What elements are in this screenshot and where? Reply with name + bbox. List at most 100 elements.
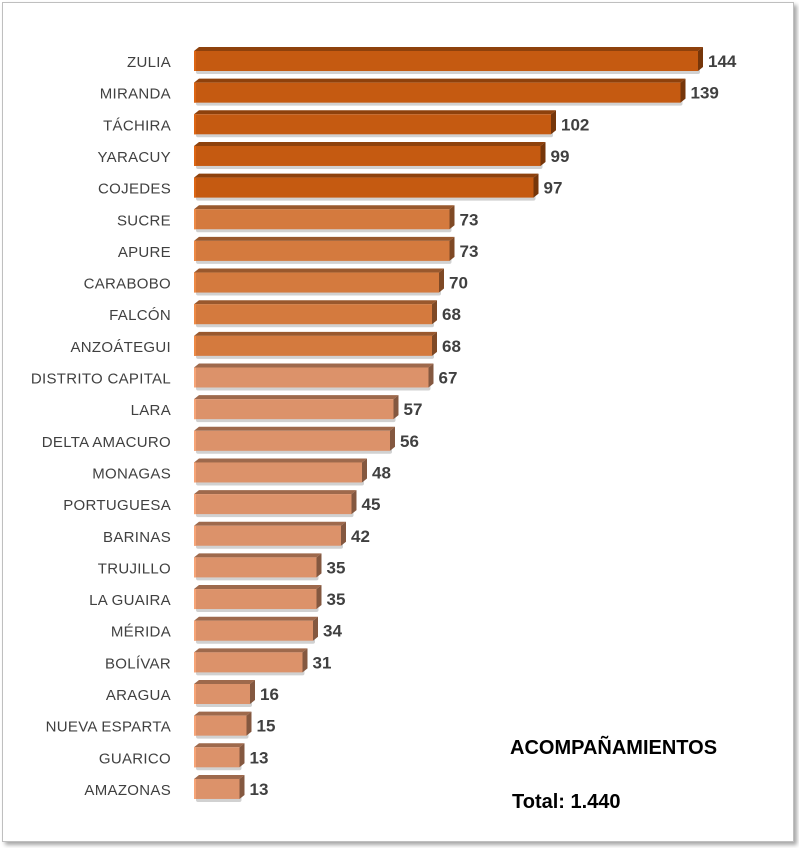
bar-bevel <box>194 620 196 641</box>
bar-end-face <box>239 774 245 799</box>
data-label: 102 <box>561 115 589 134</box>
bar-end-face <box>432 331 437 356</box>
category-label: PORTUGUESA <box>63 497 171 514</box>
category-label: BOLÍVAR <box>105 655 171 672</box>
category-label: SUCRE <box>117 212 171 229</box>
category-label: APURE <box>118 244 171 261</box>
bar-bevel <box>194 209 196 230</box>
bar-bevel <box>194 557 196 578</box>
bar-end-face <box>316 553 322 578</box>
data-label: 42 <box>351 527 370 546</box>
bar-end-face <box>362 458 367 483</box>
category-label: YARACUY <box>97 149 171 166</box>
bar <box>194 51 698 71</box>
bar <box>194 525 341 546</box>
bar <box>194 335 432 356</box>
bar-bevel <box>194 367 196 388</box>
bar <box>194 177 534 198</box>
bar-bevel <box>194 51 196 71</box>
bar-end-face <box>302 648 308 673</box>
bar <box>194 462 362 483</box>
category-label: MONAGAS <box>92 465 171 482</box>
bar-bevel <box>194 272 196 293</box>
data-label: 73 <box>460 210 479 229</box>
data-label: 35 <box>327 558 346 577</box>
bar-end-face <box>393 395 399 420</box>
bar-top-face <box>194 711 252 716</box>
bar-bevel <box>194 589 196 610</box>
bar-top-face <box>194 47 703 51</box>
bar-top-face <box>194 300 437 305</box>
bar-group <box>194 743 245 771</box>
category-label: GUARICO <box>99 750 171 767</box>
category-label: DELTA AMACURO <box>42 434 171 451</box>
bar-bevel <box>194 399 196 420</box>
bar-top-face <box>194 205 455 210</box>
category-label: DISTRITO CAPITAL <box>31 371 171 388</box>
bar-top-face <box>194 743 245 748</box>
bar-bevel <box>194 145 196 166</box>
bar-end-face <box>250 680 255 704</box>
data-label: 68 <box>442 337 461 356</box>
bar-end-face <box>351 490 357 515</box>
bar <box>194 304 432 325</box>
data-label: 73 <box>460 242 479 261</box>
category-label: NUEVA ESPARTA <box>46 719 171 736</box>
data-label: 67 <box>439 369 458 388</box>
bar-group <box>194 774 245 802</box>
bar-group <box>194 395 399 423</box>
bar-group <box>194 300 437 328</box>
bar-top-face <box>194 616 318 621</box>
bar <box>194 652 303 673</box>
bar-group <box>194 680 255 707</box>
bar-bevel <box>194 652 196 673</box>
bar-end-face <box>449 236 455 261</box>
data-label: 13 <box>250 748 269 767</box>
bar-bevel <box>194 304 196 325</box>
bar-group <box>194 110 556 138</box>
bar-bevel <box>194 747 196 768</box>
bar-group <box>194 521 346 549</box>
bar-group <box>194 205 455 233</box>
bar <box>194 494 352 515</box>
category-label: LARA <box>131 402 171 419</box>
bar-bevel <box>194 177 196 198</box>
bar-top-face <box>194 236 455 241</box>
bar-top-face <box>194 648 308 653</box>
bar-end-face <box>449 205 455 230</box>
bar-end-face <box>680 78 686 103</box>
bar-end-face <box>316 585 322 610</box>
bar-group <box>194 47 703 74</box>
bar-group <box>194 141 546 169</box>
bar <box>194 684 250 704</box>
bar-group <box>194 236 455 264</box>
bar-top-face <box>194 110 556 115</box>
bar <box>194 399 394 420</box>
bar <box>194 82 681 103</box>
data-label: 99 <box>551 147 570 166</box>
bar <box>194 620 313 641</box>
bar-top-face <box>194 331 437 336</box>
bar <box>194 557 317 578</box>
bar-end-face <box>540 141 546 166</box>
data-label: 48 <box>372 463 391 482</box>
bar-group <box>194 711 252 739</box>
bar-group <box>194 490 357 518</box>
category-label: BARINAS <box>103 529 171 546</box>
bar-end-face <box>533 173 539 198</box>
bar-top-face <box>194 395 399 400</box>
bar-top-face <box>194 585 322 590</box>
data-label: 35 <box>327 590 346 609</box>
data-label: 31 <box>313 653 332 672</box>
bar-group <box>194 585 322 613</box>
bar-bevel <box>194 430 196 451</box>
bar-top-face <box>194 141 546 146</box>
bar <box>194 145 541 166</box>
bar-bevel <box>194 114 196 135</box>
bar <box>194 114 551 135</box>
bar-end-face <box>390 426 395 451</box>
bar-group <box>194 553 322 581</box>
bar-end-face <box>313 616 318 641</box>
bar-bevel <box>194 778 196 799</box>
